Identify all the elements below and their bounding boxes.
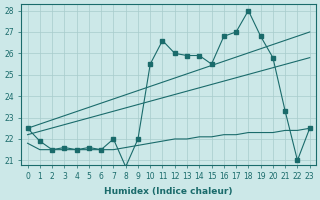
X-axis label: Humidex (Indice chaleur): Humidex (Indice chaleur) xyxy=(104,187,233,196)
